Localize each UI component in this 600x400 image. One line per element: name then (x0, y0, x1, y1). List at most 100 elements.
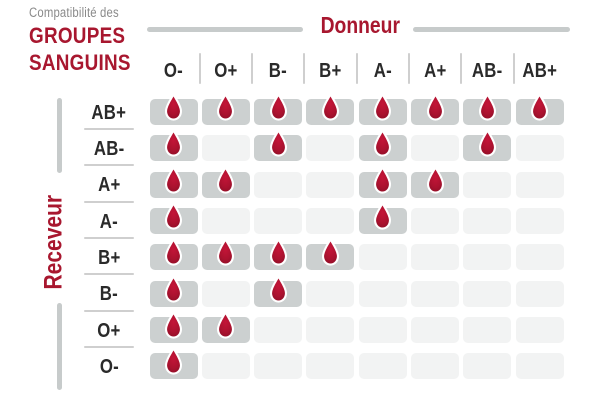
compat-cell (358, 353, 407, 380)
compat-cell (358, 280, 407, 307)
compat-cell (306, 135, 355, 162)
compat-cell (254, 317, 303, 344)
compat-cell (463, 280, 512, 307)
blood-drop-icon (164, 165, 183, 194)
blood-drop-icon (478, 129, 496, 157)
compat-cell (306, 208, 355, 235)
blood-drop-icon (321, 93, 339, 121)
row-separator (84, 309, 134, 312)
blood-drop-icon (478, 93, 496, 121)
compat-cell (515, 171, 564, 198)
title-line-1: GROUPES (29, 22, 126, 48)
compat-cell (201, 135, 250, 162)
compat-cell (463, 353, 512, 380)
header-separator (303, 53, 306, 84)
donor-header-AB+: AB+ (522, 60, 558, 82)
header-separator (198, 53, 201, 84)
compat-cell (254, 353, 303, 380)
donor-header-A-: A- (373, 60, 392, 82)
row-separator (84, 127, 134, 130)
receiver-label-A-: A- (99, 210, 119, 233)
compat-cell (201, 208, 250, 235)
compat-cell (411, 244, 459, 271)
receiver-axis-line-top (57, 98, 62, 173)
compat-cell (201, 280, 250, 307)
receiver-label-A+: A+ (97, 174, 121, 197)
compat-cell (306, 171, 355, 198)
receiver-axis-label: Receveur (39, 194, 68, 290)
receiver-label-B-: B- (99, 283, 119, 306)
blood-drop-icon (374, 202, 392, 230)
compat-cell (463, 317, 512, 344)
compat-cell (515, 244, 564, 271)
compat-cell (411, 280, 459, 307)
compat-cell (358, 317, 407, 344)
blood-drop-icon (217, 93, 235, 121)
compat-cell (515, 353, 564, 380)
row-separator (84, 164, 134, 167)
compat-cell (515, 280, 564, 307)
title-line-2: SANGUINS (29, 50, 131, 75)
blood-drop-icon (217, 165, 235, 194)
donor-axis-line-left (147, 27, 303, 32)
header-separator (512, 53, 515, 84)
blood-drop-icon (164, 202, 183, 230)
compat-cell (515, 317, 564, 344)
header-separator (460, 53, 463, 84)
donor-header-O+: O+ (214, 60, 238, 82)
row-separator (84, 273, 134, 276)
blood-drop-icon (531, 93, 549, 121)
blood-drop-icon (426, 165, 444, 194)
compat-cell (358, 244, 407, 271)
receiver-label-O+: O+ (97, 319, 121, 342)
receiver-axis-line-bottom (57, 303, 62, 390)
compat-cell (411, 208, 459, 235)
donor-header-B-: B- (268, 60, 288, 82)
compat-cell (515, 135, 564, 162)
compat-cell (306, 317, 355, 344)
blood-drop-icon (164, 93, 183, 121)
compat-cell (463, 244, 512, 271)
header-separator (355, 53, 358, 84)
compat-cell (411, 135, 459, 162)
compat-cell (463, 208, 512, 235)
blood-drop-icon (374, 93, 392, 121)
blood-drop-icon (374, 165, 392, 194)
blood-drop-icon (269, 93, 287, 121)
donor-axis-line-right (413, 27, 570, 32)
compat-cell (254, 171, 303, 198)
blood-drop-icon (374, 129, 392, 157)
donor-header-B+: B+ (319, 60, 342, 82)
compat-cell (515, 208, 564, 235)
blood-drop-icon (164, 311, 183, 339)
blood-drop-icon (164, 274, 183, 303)
compat-cell (254, 208, 303, 235)
receiver-label-B+: B+ (97, 246, 121, 269)
donor-header-A+: A+ (423, 60, 447, 82)
row-separator (84, 236, 134, 239)
blood-drop-icon (269, 274, 287, 303)
donor-header-AB-: AB- (471, 60, 503, 82)
receiver-label-O-: O- (99, 355, 119, 378)
blood-drop-icon (164, 238, 183, 267)
row-separator (84, 345, 134, 348)
blood-drop-icon (217, 238, 235, 267)
compat-cell (411, 353, 459, 380)
receiver-label-AB+: AB+ (91, 101, 127, 124)
compat-cell (411, 317, 459, 344)
compat-cell (463, 171, 512, 198)
compat-cell (306, 280, 355, 307)
compat-cell (201, 353, 250, 380)
blood-drop-icon (164, 129, 183, 157)
header-separator (408, 53, 410, 84)
header-separator (251, 53, 254, 84)
blood-drop-icon (217, 311, 235, 339)
row-separator (84, 200, 134, 203)
compat-cell (306, 353, 355, 380)
blood-drop-icon (269, 129, 287, 157)
donor-header-O-: O- (163, 60, 184, 82)
blood-drop-icon (164, 347, 183, 376)
blood-drop-icon (321, 238, 339, 267)
receiver-label-AB-: AB- (93, 137, 125, 160)
